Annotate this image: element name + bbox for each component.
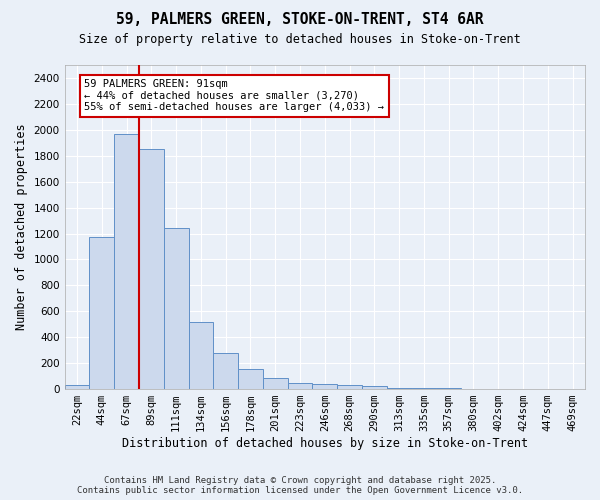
Bar: [214, 354, 238, 389]
Bar: [114, 134, 139, 389]
Text: 59 PALMERS GREEN: 91sqm
← 44% of detached houses are smaller (3,270)
55% of semi: 59 PALMERS GREEN: 91sqm ← 44% of detache…: [85, 80, 385, 112]
Bar: [287, 382, 313, 389]
Bar: [139, 150, 164, 389]
X-axis label: Distribution of detached houses by size in Stoke-on-Trent: Distribution of detached houses by size …: [122, 437, 528, 450]
Bar: [313, 384, 337, 389]
Bar: [337, 384, 362, 389]
Bar: [188, 322, 214, 389]
Bar: [387, 388, 412, 389]
Bar: [89, 238, 114, 389]
Bar: [65, 386, 89, 389]
Y-axis label: Number of detached properties: Number of detached properties: [15, 124, 28, 330]
Bar: [362, 386, 387, 389]
Bar: [263, 378, 287, 389]
Text: 59, PALMERS GREEN, STOKE-ON-TRENT, ST4 6AR: 59, PALMERS GREEN, STOKE-ON-TRENT, ST4 6…: [116, 12, 484, 28]
Bar: [238, 369, 263, 389]
Text: Contains HM Land Registry data © Crown copyright and database right 2025.
Contai: Contains HM Land Registry data © Crown c…: [77, 476, 523, 495]
Bar: [412, 388, 436, 389]
Bar: [436, 388, 461, 389]
Bar: [164, 228, 188, 389]
Text: Size of property relative to detached houses in Stoke-on-Trent: Size of property relative to detached ho…: [79, 32, 521, 46]
